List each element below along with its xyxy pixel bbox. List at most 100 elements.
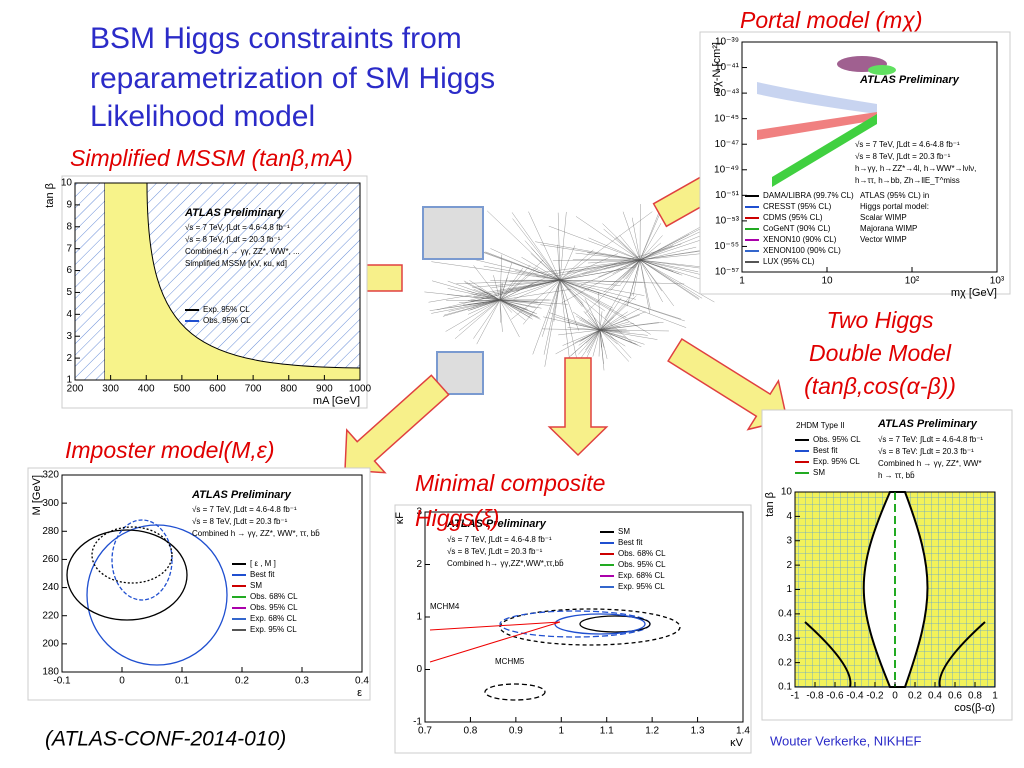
network-edge — [599, 308, 640, 331]
info-line: Combined h → γγ, ZZ*, WW*, ττ, bb̄ — [192, 529, 320, 538]
y-tick-label: -1 — [413, 717, 422, 728]
legend-label: Exp. 68% CL — [618, 571, 665, 580]
y-axis-label: tan β — [44, 183, 56, 208]
network-edge — [580, 317, 601, 331]
network-edge — [599, 328, 627, 331]
x-tick-label: 1000 — [349, 384, 372, 395]
network-edge — [509, 279, 561, 282]
network-edge — [622, 211, 641, 261]
y-tick-label: 10⁻⁴¹ — [715, 62, 740, 73]
network-edge — [442, 299, 501, 317]
info-line: h → ττ, bb̄ — [878, 471, 915, 480]
legend-label: Exp. 95% CL — [250, 625, 297, 634]
network-edge — [588, 237, 641, 261]
legend-label: Scalar WIMP — [860, 213, 907, 222]
contour — [938, 621, 986, 688]
y-tick-label: 200 — [42, 638, 59, 649]
x-tick-label: 1.3 — [691, 726, 705, 737]
legend-label: Best fit — [250, 570, 275, 579]
legend-label: Best fit — [813, 446, 838, 455]
network-edge — [524, 240, 561, 281]
network-edge — [467, 299, 501, 315]
caption: (tanβ,cos(α-β)) — [804, 373, 956, 399]
network-edge — [586, 252, 641, 261]
network-edge — [592, 329, 601, 357]
network-edge — [528, 211, 561, 281]
network-edge — [533, 259, 641, 274]
network-edge — [543, 279, 561, 355]
network-edge — [446, 299, 501, 301]
x-tick-label: 0.8 — [968, 691, 982, 702]
info-line: √s = 7 TeV, ∫Ldt = 4.6-4.8 fb⁻¹ — [185, 223, 290, 232]
info-line: √s = 8 TeV, ∫Ldt = 20.3 fb⁻¹ — [855, 152, 951, 161]
network-edge — [559, 279, 685, 285]
network-edge — [559, 279, 613, 309]
network-edge — [639, 259, 674, 307]
y-tick-label: 280 — [42, 526, 59, 537]
network-edge — [499, 299, 568, 305]
x-tick-label: 10 — [821, 276, 833, 287]
allowed-region — [104, 182, 361, 381]
network-edge — [499, 262, 513, 301]
panel: MCHM4 MCHM5 0.7 0.8 0.9 1 1.1 1.2 1.3 1.4 3 2 1 0 -1 κV… — [394, 504, 752, 754]
network-edge — [447, 288, 501, 301]
network-edge — [599, 293, 634, 331]
x-tick-label: -1 — [791, 691, 800, 702]
network-edge — [559, 279, 583, 308]
network-edge — [610, 259, 641, 291]
network-edge — [473, 299, 501, 339]
panel: 1 10 10² 10³ 10⁻³⁹ 10⁻⁴¹ 10⁻⁴³ 10⁻⁴⁵ 10⁻⁴⁷ 10⁻⁴⁹ 1… — [699, 31, 1011, 299]
x-tick-label: 0.4 — [355, 676, 369, 687]
network-edge — [611, 259, 641, 286]
info-line: √s = 8 TeV: ∫Ldt = 20.3 fb⁻¹ — [878, 447, 974, 456]
network-edge — [598, 291, 601, 331]
legend-label: Obs. 68% CL — [250, 592, 298, 601]
network-edge — [631, 217, 641, 261]
network-edge — [559, 279, 627, 319]
x-tick-label: 0.3 — [295, 676, 309, 687]
x-tick-label: 1.2 — [645, 726, 659, 737]
atlas-label: ATLAS Preliminary — [184, 207, 285, 219]
network-edge — [567, 259, 641, 273]
network-edge — [576, 315, 601, 331]
plot-content — [757, 56, 896, 187]
info-line: √s = 7 TeV, ∫Ldt = 4.6-4.8 fb⁻¹ — [855, 140, 960, 149]
network-edge — [599, 329, 645, 345]
panel: -1 -0.8 -0.6 -0.4 -0.2 0 0.2 0.4 0.6 0.8 1 10 4 3 2 1 0.… — [761, 409, 1013, 721]
x-tick-label: 300 — [102, 384, 119, 395]
network-edge — [499, 289, 571, 301]
network-edge — [578, 329, 601, 346]
x-tick-label: -0.8 — [806, 691, 824, 702]
panel: 200 300 400 500 600 700 800 900 1000 10 9 8 7 6 5 4 3 2 1 m… — [44, 175, 372, 409]
legend-label: Obs. 95% CL — [203, 316, 251, 325]
network-edge — [599, 329, 626, 347]
info-line: √s = 8 TeV, ∫Ldt = 20.3 fb⁻¹ — [447, 547, 543, 556]
network-edge — [511, 279, 561, 320]
network-edge — [499, 254, 503, 301]
network-edge — [499, 276, 548, 301]
network-edge — [499, 259, 544, 301]
network-edge — [463, 280, 501, 301]
x-tick-label: 0 — [119, 676, 125, 687]
network-edge — [575, 216, 641, 261]
title-line: reparametrization of SM Higgs — [90, 62, 495, 95]
y-tick-label: 0.2 — [778, 657, 792, 668]
legend-label: Vector WIMP — [860, 235, 907, 244]
network-edge — [513, 279, 561, 300]
network-edge — [499, 282, 504, 301]
y-tick-label: 300 — [42, 498, 59, 509]
x-tick-label: 0.6 — [948, 691, 962, 702]
network-edge — [587, 319, 601, 331]
network-edge — [568, 329, 601, 358]
y-tick-label: 0.3 — [778, 633, 792, 644]
network-edge — [599, 329, 669, 332]
network-edge — [458, 299, 501, 331]
network-edge — [499, 264, 531, 301]
network-edge — [599, 325, 621, 331]
x-tick-label: 0.4 — [928, 691, 942, 702]
plot-content — [75, 182, 361, 381]
info-line: √s = 8 TeV, ∫Ldt = 20.3 fb⁻¹ — [192, 517, 288, 526]
y-tick-label: 10⁻⁴⁹ — [714, 164, 739, 175]
network-inset — [422, 206, 484, 260]
network-edge — [559, 279, 636, 300]
